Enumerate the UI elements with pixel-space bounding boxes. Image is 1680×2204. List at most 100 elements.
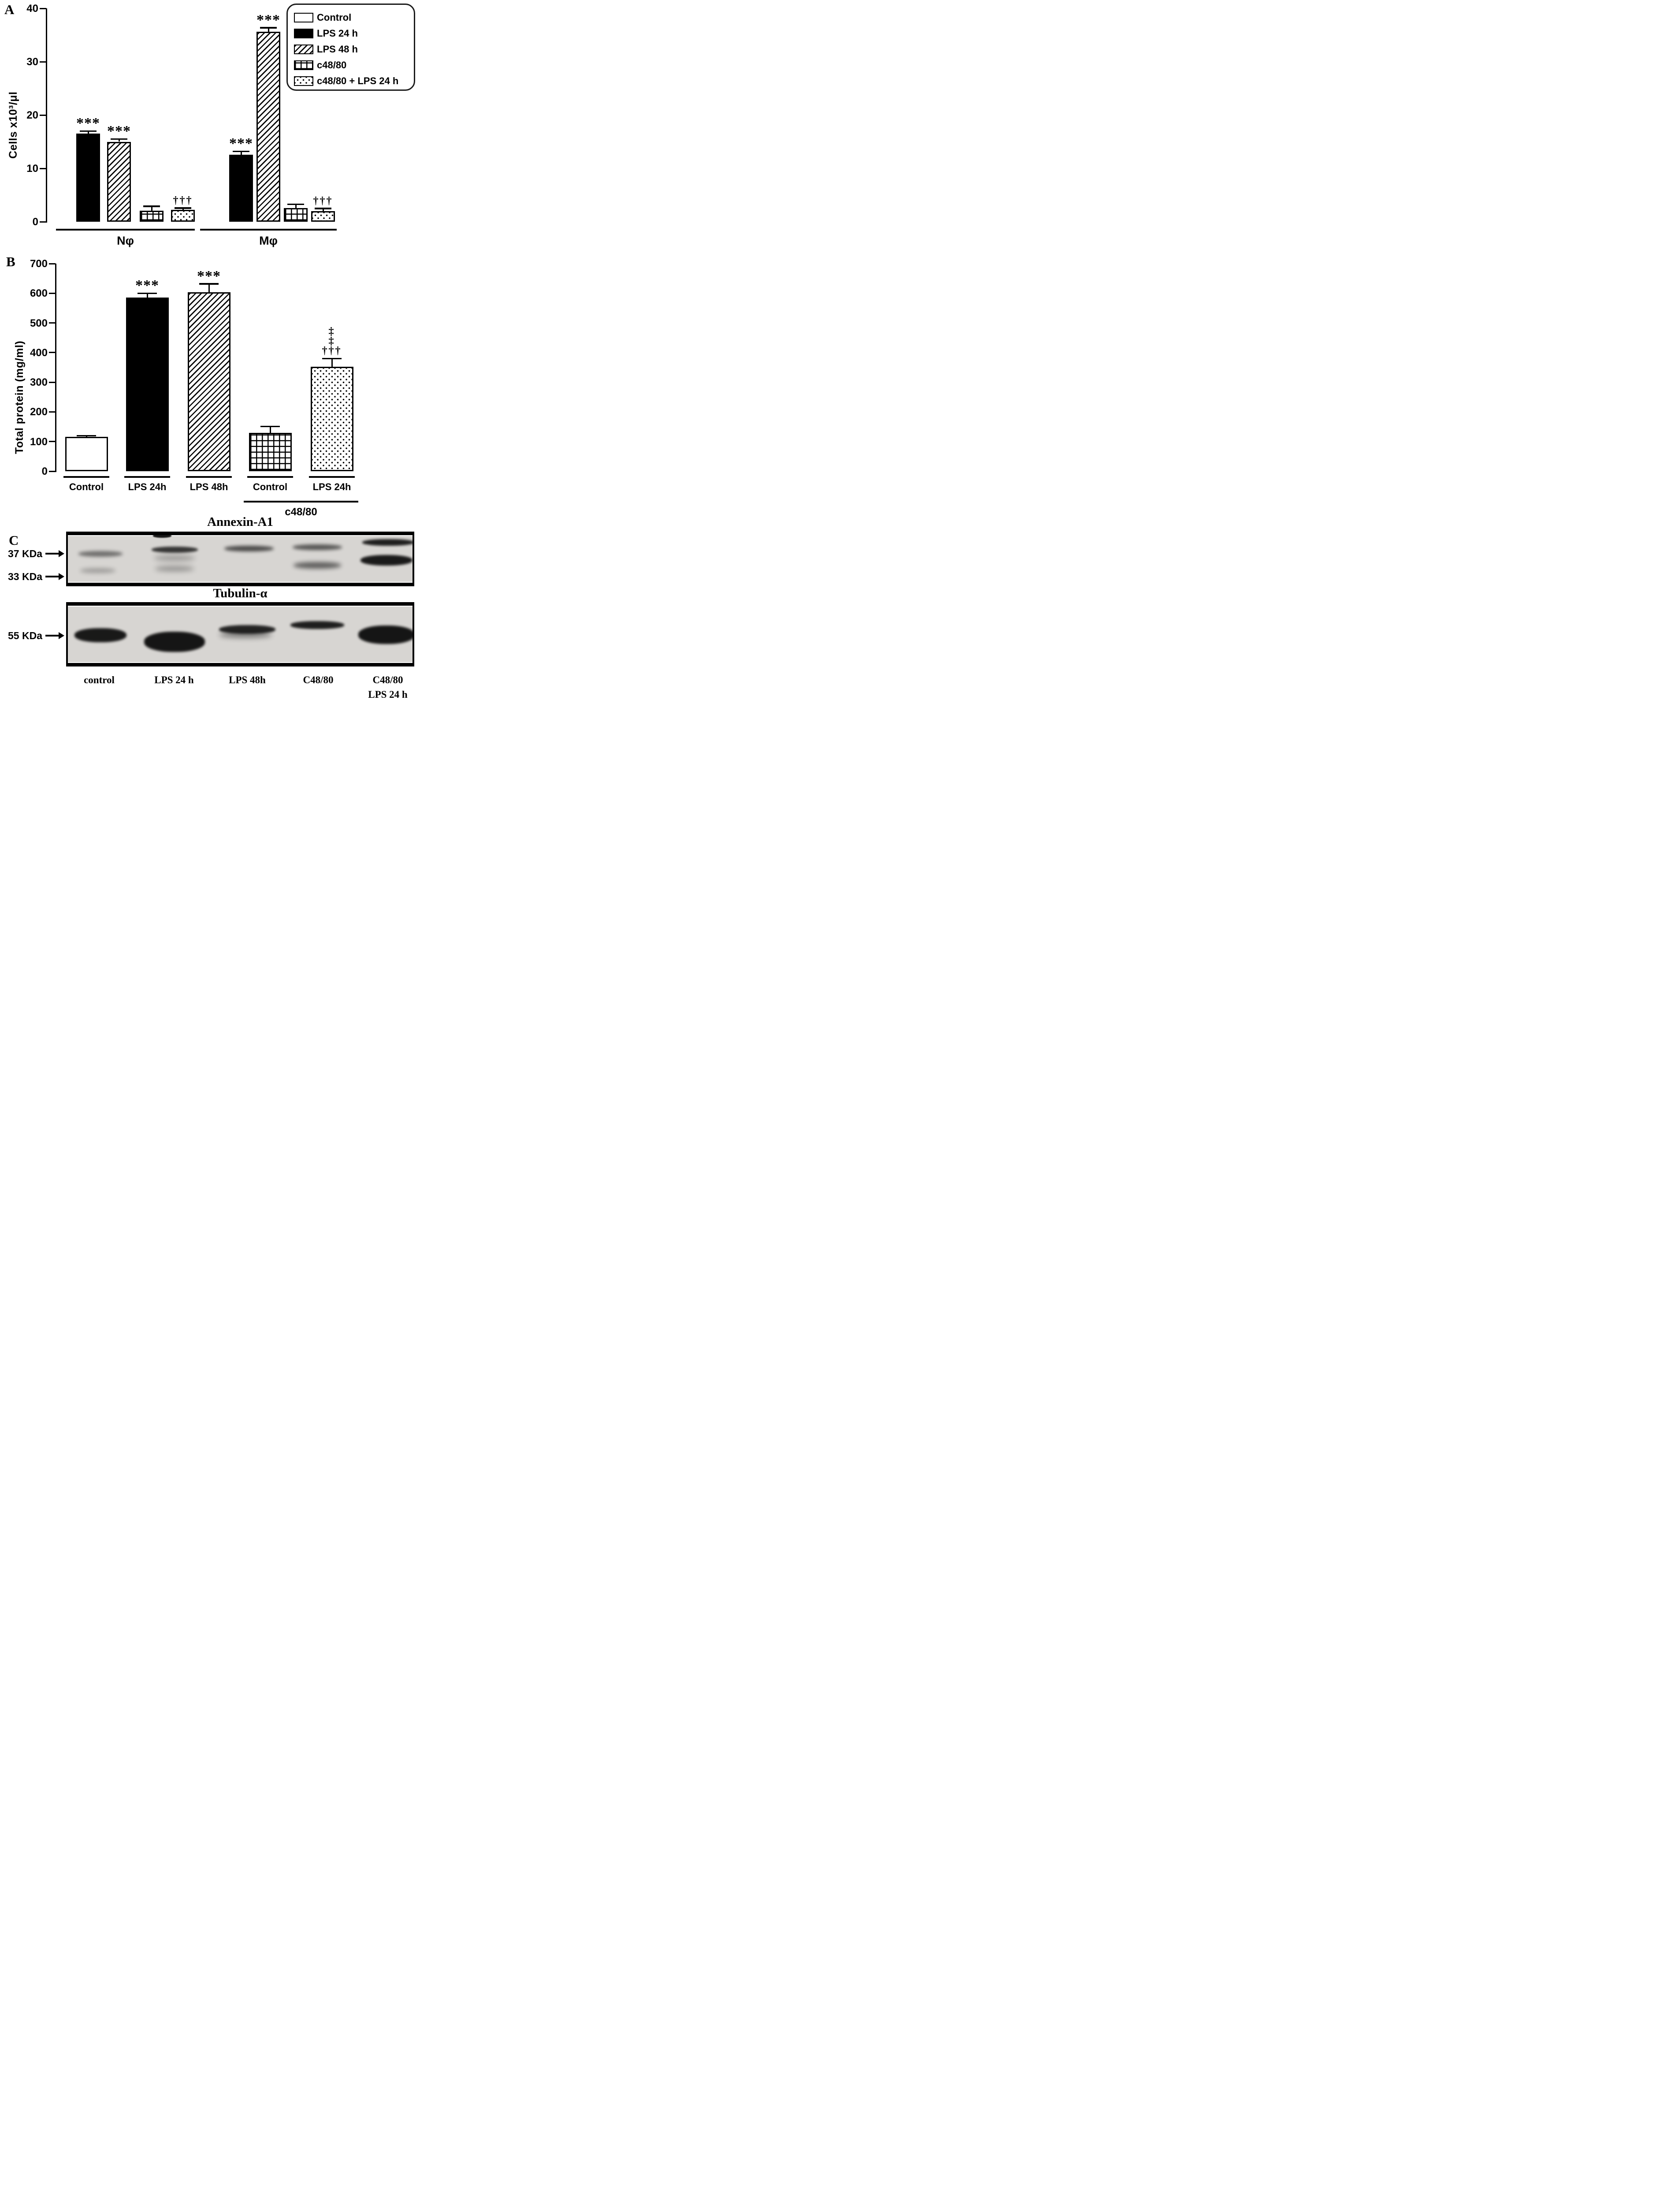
marker-55kda: 55 KDa xyxy=(0,629,64,642)
panel-a-letter: A xyxy=(4,2,15,17)
marker-37kda-label: 37 KDa xyxy=(8,547,42,559)
panel-a-significance-annotation: *** xyxy=(210,136,272,151)
panel-a-y-tick-label: 10 xyxy=(26,163,38,175)
panel-a-bar xyxy=(256,32,280,222)
panel-b-error-bar-cap xyxy=(199,283,219,285)
panel-a-y-tick xyxy=(40,61,46,63)
western-blot-annexin-a1 xyxy=(66,532,414,586)
panel-b-category-label: LPS 24h xyxy=(312,481,351,492)
lane-label: control xyxy=(84,674,115,685)
panel-b-letter: B xyxy=(6,254,15,269)
panel-b-error-bar-stem xyxy=(269,426,271,433)
marker-55kda-label: 55 KDa xyxy=(8,629,42,641)
significance-symbols: ‡ xyxy=(328,326,335,338)
protein-band-lane-2 xyxy=(153,535,172,538)
panel-a-error-bar-cap xyxy=(143,205,160,207)
panel-a-error-bar-cap xyxy=(260,27,277,29)
panel-a-error-bar-stem xyxy=(87,131,89,134)
legend-item: LPS 48 h xyxy=(294,41,414,57)
scientific-figure: A Cells x10³/μl 0 10 20 30 40 *** *** ††† Nφ *** *… xyxy=(0,0,420,708)
panel-a-y-axis xyxy=(45,8,47,223)
right-arrow-icon xyxy=(45,632,64,639)
panel-a-error-bar-cap xyxy=(175,207,191,209)
panel-b-bar xyxy=(65,436,108,471)
protein-band-lane-2 xyxy=(144,631,205,652)
panel-b-y-tick-label: 0 xyxy=(41,465,48,477)
panel-a-y-tick xyxy=(40,168,46,169)
protein-band-lane-5 xyxy=(362,539,413,546)
panel-b-y-tick xyxy=(49,263,56,264)
protein-band-lane-2 xyxy=(154,555,195,561)
panel-a-y-tick xyxy=(40,7,46,9)
panel-b-significance-annotation: *** xyxy=(178,268,240,284)
panel-b-bar xyxy=(249,432,292,471)
protein-band-lane-3 xyxy=(224,545,274,551)
panel-a-y-tick-label: 40 xyxy=(26,3,38,15)
panel-b-bar xyxy=(310,367,353,471)
western-blot-tubulin-alpha xyxy=(66,602,414,666)
protein-band-lane-2 xyxy=(151,547,198,553)
right-arrow-icon xyxy=(45,550,64,557)
panel-a-error-bar-stem xyxy=(151,206,152,211)
protein-band-lane-4 xyxy=(294,562,342,569)
significance-symbols: ††† xyxy=(322,345,342,357)
panel-b-y-tick-label: 600 xyxy=(30,287,48,300)
white-swatch-icon xyxy=(294,13,313,22)
panel-b-category-underline xyxy=(186,476,232,478)
panel-b-error-bar-stem xyxy=(146,293,148,298)
panel-b-y-tick xyxy=(49,381,56,383)
panel-a-y-tick xyxy=(40,221,46,223)
panel-b-c4880-bracket-label: c48/80 xyxy=(285,506,317,518)
panel-b-significance-annotation: ‡ ‡ ††† xyxy=(301,326,363,357)
significance-symbols: *** xyxy=(197,268,221,284)
significance-symbols: *** xyxy=(76,115,100,132)
significance-symbols: ††† xyxy=(313,195,333,207)
panel-a-error-bar-cap xyxy=(315,208,331,209)
legend-item: Control xyxy=(294,10,414,26)
protein-band-lane-2 xyxy=(155,566,194,571)
panel-b-y-axis xyxy=(55,264,56,472)
panel-b-y-tick-label: 500 xyxy=(30,317,48,329)
panel-a-significance-annotation: *** xyxy=(57,115,119,132)
panel-b-c4880-bracket xyxy=(244,501,358,503)
panel-a-y-tick-label: 0 xyxy=(32,216,38,228)
panel-b-error-bar-cap xyxy=(138,292,157,294)
panel-a-significance-annotation: ††† xyxy=(152,195,214,206)
panel-a-bar xyxy=(107,141,131,222)
solid-black-swatch-icon xyxy=(294,29,313,38)
legend-item-label: LPS 48 h xyxy=(317,44,358,55)
panel-a-y-axis-title: Cells x10³/μl xyxy=(7,91,19,159)
panel-b-category-underline xyxy=(247,476,293,478)
panel-b-y-tick-label: 200 xyxy=(30,406,48,418)
lane-label: C48/80 LPS 24 h xyxy=(368,674,408,700)
panel-a-y-tick-label: 20 xyxy=(26,109,38,121)
panel-b-y-tick-label: 100 xyxy=(30,436,48,448)
panel-a-bar xyxy=(229,154,253,222)
panel-a-y-tick-label: 30 xyxy=(26,56,38,68)
panel-a-error-bar-stem xyxy=(182,208,184,210)
panel-a-error-bar-stem xyxy=(118,139,120,142)
panel-a-significance-annotation: *** xyxy=(88,124,150,139)
panel-b-category-label: Control xyxy=(69,481,104,492)
panel-a-group-label: Mφ xyxy=(259,234,278,247)
significance-symbols: *** xyxy=(256,11,280,28)
panel-a-error-bar-stem xyxy=(322,208,324,211)
panel-b-y-tick-label: 700 xyxy=(30,258,48,270)
legend-item-label: Control xyxy=(317,12,352,23)
panel-b-category-label: Control xyxy=(253,481,288,492)
lane-label: LPS 48h xyxy=(229,674,266,685)
lane-label: LPS 24 h xyxy=(154,674,194,685)
protein-band-lane-5 xyxy=(358,625,413,644)
panel-b-category-label: LPS 48h xyxy=(190,481,228,492)
legend-item: c48/80 + LPS 24 h xyxy=(294,73,414,89)
panel-a-error-bar-stem xyxy=(240,151,242,155)
diagonal-hatch-swatch-icon xyxy=(294,45,313,54)
blot-title-tubulin-alpha: Tubulin-α xyxy=(213,586,268,600)
panel-a-y-tick xyxy=(40,114,46,116)
panel-a-error-bar-cap xyxy=(287,203,304,205)
panel-b-error-bar-cap xyxy=(322,357,342,360)
legend-item-label: c48/80 xyxy=(317,60,347,71)
panel-b-significance-annotation: *** xyxy=(116,278,178,293)
panel-a-bar xyxy=(311,211,335,222)
panel-b-y-tick xyxy=(49,352,56,354)
